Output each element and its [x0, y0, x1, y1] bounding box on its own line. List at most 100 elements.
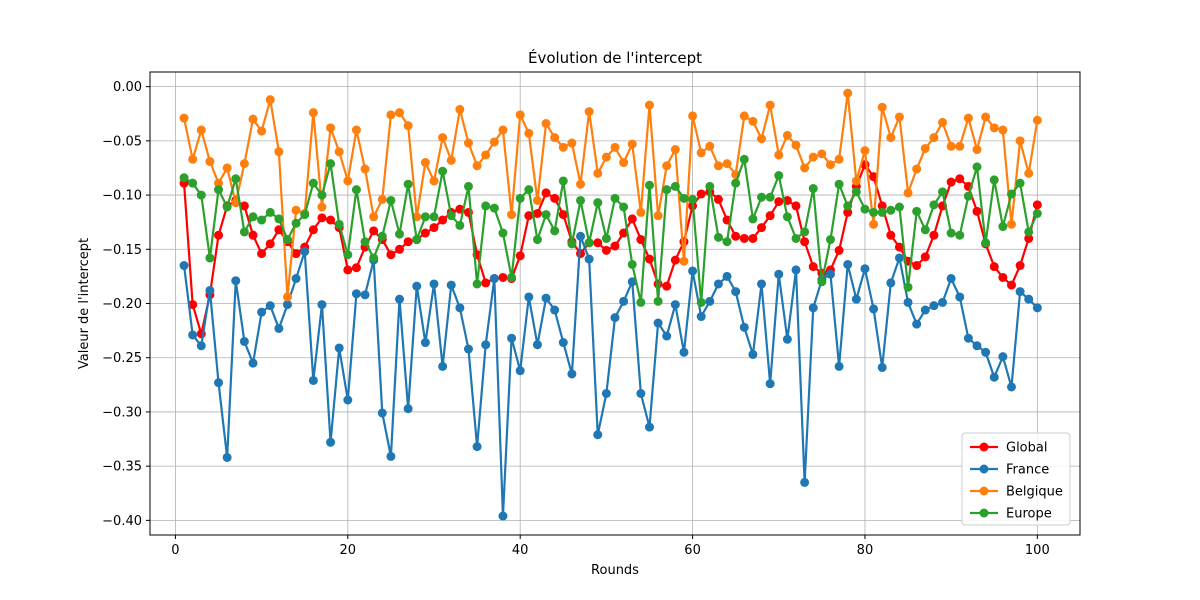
data-point-france	[877, 362, 887, 372]
data-point-france	[326, 437, 336, 447]
data-point-france	[420, 338, 430, 348]
data-point-belgique	[834, 154, 844, 164]
data-point-belgique	[265, 95, 275, 105]
data-point-europe	[369, 253, 379, 263]
y-axis-title: Valeur de l'intercept	[77, 238, 92, 369]
data-point-france	[662, 331, 672, 341]
data-point-europe	[326, 159, 336, 169]
data-point-europe	[584, 238, 594, 248]
data-point-europe	[938, 187, 948, 197]
data-point-france	[205, 285, 215, 295]
data-point-belgique	[774, 150, 784, 160]
data-point-europe	[446, 211, 456, 221]
data-point-belgique	[653, 211, 663, 221]
data-point-france	[429, 279, 439, 289]
series-global	[179, 160, 1042, 339]
data-point-global	[877, 201, 887, 211]
data-point-belgique	[532, 195, 542, 205]
data-point-europe	[601, 233, 611, 243]
data-point-europe	[800, 227, 810, 237]
data-point-belgique	[688, 111, 698, 121]
data-point-france	[800, 477, 810, 487]
data-point-global	[670, 255, 680, 265]
data-point-europe	[946, 228, 956, 238]
data-point-belgique	[817, 149, 827, 159]
data-point-belgique	[377, 194, 387, 204]
data-point-europe	[869, 207, 879, 217]
data-point-belgique	[903, 188, 913, 198]
data-point-belgique	[472, 161, 482, 171]
data-point-france	[929, 301, 939, 311]
chart-title: Évolution de l'intercept	[528, 48, 702, 67]
data-point-europe	[558, 176, 568, 186]
data-point-global	[920, 252, 930, 262]
x-tick-label: 80	[857, 543, 874, 558]
data-point-europe	[472, 279, 482, 289]
data-point-belgique	[843, 88, 853, 98]
data-point-global	[239, 201, 249, 211]
data-point-europe	[670, 181, 680, 191]
data-point-france	[981, 347, 991, 357]
data-point-europe	[455, 220, 465, 230]
data-point-france	[955, 292, 965, 302]
data-point-global	[619, 228, 629, 238]
data-point-france	[558, 338, 568, 348]
data-point-belgique	[334, 147, 344, 157]
data-point-global	[601, 245, 611, 255]
legend-swatch-marker	[979, 508, 989, 518]
data-point-belgique	[989, 123, 999, 133]
data-point-france	[1024, 294, 1034, 304]
data-point-belgique	[541, 119, 551, 128]
data-point-europe	[403, 179, 413, 189]
data-point-europe	[1015, 178, 1025, 188]
data-point-france	[377, 408, 387, 418]
data-point-france	[524, 292, 534, 302]
data-point-france	[567, 369, 577, 379]
data-point-europe	[989, 175, 999, 185]
legend-swatch-marker	[979, 486, 989, 496]
data-point-global	[214, 230, 224, 240]
data-point-france	[713, 279, 723, 289]
data-point-belgique	[481, 150, 491, 160]
data-point-europe	[567, 239, 577, 249]
data-point-belgique	[627, 139, 637, 149]
data-point-global	[731, 231, 741, 241]
data-point-europe	[395, 229, 405, 239]
data-point-france	[636, 389, 646, 398]
data-point-belgique	[972, 145, 982, 155]
x-tick-label: 0	[171, 543, 179, 558]
data-point-global	[265, 239, 275, 249]
data-point-france	[869, 304, 879, 314]
data-point-europe	[834, 179, 844, 189]
data-point-global	[1006, 280, 1016, 290]
data-point-belgique	[860, 146, 870, 156]
x-tick-label: 60	[684, 543, 701, 558]
data-point-europe	[722, 237, 732, 247]
data-point-global	[438, 215, 448, 225]
data-point-global	[524, 211, 534, 221]
data-point-global	[636, 235, 646, 245]
data-point-global	[498, 272, 508, 282]
data-point-france	[972, 341, 982, 351]
data-point-global	[989, 262, 999, 272]
data-point-global	[308, 225, 318, 235]
y-tick-label: −0.30	[102, 405, 142, 420]
data-point-belgique	[894, 112, 904, 122]
data-point-europe	[360, 237, 370, 247]
data-point-europe	[843, 201, 853, 211]
data-point-europe	[972, 162, 982, 172]
data-point-europe	[963, 191, 973, 201]
data-point-belgique	[886, 133, 896, 143]
data-point-france	[550, 305, 560, 315]
data-point-france	[791, 265, 801, 275]
y-tick-label: 0.00	[113, 80, 142, 95]
legend-swatch-marker	[979, 442, 989, 452]
data-point-belgique	[1006, 219, 1016, 229]
data-point-global	[481, 278, 491, 288]
data-point-france	[644, 422, 654, 432]
data-point-belgique	[963, 113, 973, 123]
data-point-global	[558, 210, 568, 220]
data-point-france	[239, 336, 249, 346]
data-point-france	[214, 378, 224, 388]
data-point-europe	[214, 185, 224, 195]
